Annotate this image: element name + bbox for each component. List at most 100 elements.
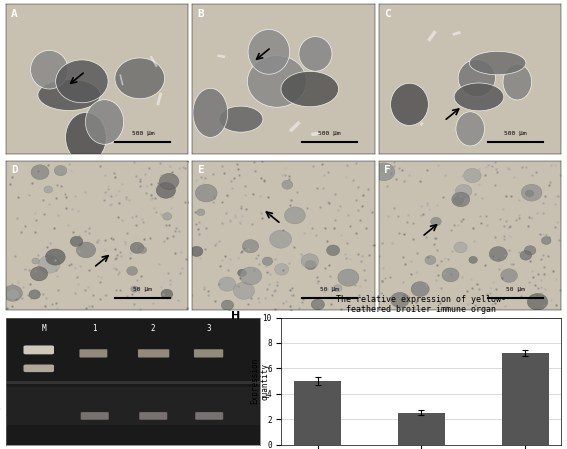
Text: H: H bbox=[231, 311, 240, 321]
Text: D: D bbox=[11, 166, 18, 176]
Ellipse shape bbox=[56, 60, 108, 103]
Ellipse shape bbox=[66, 112, 106, 163]
Circle shape bbox=[191, 247, 203, 256]
Circle shape bbox=[305, 260, 316, 269]
Circle shape bbox=[127, 267, 138, 275]
Text: 500 μm: 500 μm bbox=[132, 131, 154, 136]
Ellipse shape bbox=[503, 64, 531, 100]
Circle shape bbox=[521, 184, 542, 201]
Circle shape bbox=[454, 242, 467, 253]
Ellipse shape bbox=[458, 60, 496, 97]
Circle shape bbox=[455, 185, 472, 198]
Circle shape bbox=[130, 242, 144, 253]
Circle shape bbox=[240, 267, 261, 285]
Circle shape bbox=[31, 165, 49, 180]
Circle shape bbox=[431, 217, 441, 226]
FancyBboxPatch shape bbox=[195, 412, 223, 420]
Circle shape bbox=[70, 236, 83, 247]
Circle shape bbox=[373, 163, 395, 180]
Circle shape bbox=[489, 247, 507, 261]
Ellipse shape bbox=[247, 56, 307, 107]
Circle shape bbox=[45, 249, 65, 265]
Circle shape bbox=[159, 173, 179, 189]
Circle shape bbox=[32, 258, 39, 264]
Text: 50 μm: 50 μm bbox=[506, 287, 525, 292]
Circle shape bbox=[54, 165, 67, 176]
Circle shape bbox=[3, 285, 23, 301]
Ellipse shape bbox=[193, 88, 228, 137]
Circle shape bbox=[270, 230, 291, 248]
Y-axis label: Expression
quantity: Expression quantity bbox=[250, 358, 269, 404]
Circle shape bbox=[520, 251, 532, 260]
Circle shape bbox=[311, 299, 324, 310]
Circle shape bbox=[524, 246, 536, 255]
Circle shape bbox=[156, 182, 176, 198]
Circle shape bbox=[442, 268, 459, 282]
Circle shape bbox=[196, 184, 217, 202]
FancyBboxPatch shape bbox=[139, 412, 167, 420]
Text: C: C bbox=[384, 9, 391, 19]
Circle shape bbox=[197, 209, 205, 216]
Text: 2: 2 bbox=[151, 324, 155, 333]
Text: M: M bbox=[41, 324, 46, 333]
Circle shape bbox=[221, 300, 234, 310]
Title: The relative expression of yellow-
feathered broiler immune organ: The relative expression of yellow- feath… bbox=[336, 295, 506, 314]
Text: 1: 1 bbox=[92, 324, 97, 333]
Ellipse shape bbox=[456, 112, 485, 146]
Text: 50 μm: 50 μm bbox=[133, 287, 152, 292]
Ellipse shape bbox=[219, 106, 263, 132]
Bar bbox=[398, 413, 445, 445]
Circle shape bbox=[301, 254, 319, 268]
Text: β actin: β actin bbox=[0, 348, 1, 357]
Text: B: B bbox=[197, 9, 204, 19]
Circle shape bbox=[452, 192, 469, 207]
Bar bbox=[6, 387, 260, 426]
Ellipse shape bbox=[469, 51, 526, 75]
Circle shape bbox=[163, 213, 172, 220]
Circle shape bbox=[234, 282, 255, 299]
Circle shape bbox=[263, 257, 273, 265]
Circle shape bbox=[6, 289, 20, 300]
FancyBboxPatch shape bbox=[138, 349, 170, 357]
Circle shape bbox=[541, 237, 551, 244]
FancyBboxPatch shape bbox=[23, 365, 54, 372]
Text: IFITM3: IFITM3 bbox=[0, 405, 1, 414]
Circle shape bbox=[44, 186, 53, 193]
Circle shape bbox=[464, 168, 481, 183]
FancyBboxPatch shape bbox=[81, 412, 109, 420]
Ellipse shape bbox=[454, 83, 504, 111]
Ellipse shape bbox=[299, 36, 332, 71]
Circle shape bbox=[501, 269, 518, 282]
Text: E: E bbox=[197, 166, 204, 176]
Ellipse shape bbox=[281, 71, 338, 107]
Bar bbox=[502, 353, 549, 445]
Circle shape bbox=[29, 290, 40, 299]
Ellipse shape bbox=[248, 30, 290, 74]
Text: F: F bbox=[384, 166, 391, 176]
Ellipse shape bbox=[31, 50, 68, 89]
Ellipse shape bbox=[115, 58, 164, 99]
Circle shape bbox=[391, 292, 409, 308]
Text: 3: 3 bbox=[207, 324, 211, 333]
FancyBboxPatch shape bbox=[79, 349, 107, 357]
Circle shape bbox=[425, 255, 436, 264]
Circle shape bbox=[333, 285, 342, 292]
FancyBboxPatch shape bbox=[23, 345, 54, 354]
Circle shape bbox=[161, 289, 173, 299]
Circle shape bbox=[327, 245, 340, 255]
Text: 50 μm: 50 μm bbox=[320, 287, 338, 292]
Circle shape bbox=[338, 269, 359, 286]
Ellipse shape bbox=[86, 100, 124, 144]
Circle shape bbox=[238, 269, 246, 277]
Circle shape bbox=[131, 286, 138, 292]
Ellipse shape bbox=[391, 83, 428, 125]
Ellipse shape bbox=[38, 79, 100, 110]
Text: 500 μm: 500 μm bbox=[318, 131, 340, 136]
Text: 500 μm: 500 μm bbox=[505, 131, 527, 136]
Circle shape bbox=[77, 242, 96, 258]
Bar bbox=[294, 381, 341, 445]
Circle shape bbox=[469, 256, 477, 264]
Circle shape bbox=[411, 282, 429, 296]
Circle shape bbox=[274, 264, 289, 275]
Circle shape bbox=[525, 190, 534, 197]
